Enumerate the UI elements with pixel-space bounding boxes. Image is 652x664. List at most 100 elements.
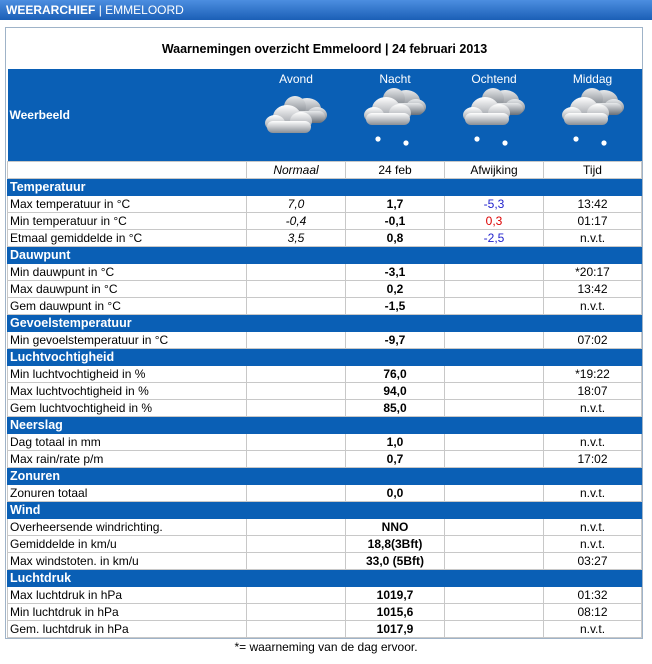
row-label: Gem. luchtdruk in hPa <box>7 620 247 638</box>
row-label: Max temperatuur in °C <box>7 195 247 213</box>
header-bar: WEERARCHIEF | EMMELOORD <box>0 0 652 20</box>
data-row: Min gevoelstemperatuur in °C -9,7 07:02 <box>7 331 642 349</box>
deviation-value: -5,3 <box>444 195 544 213</box>
deviation-value <box>444 331 544 349</box>
time-value: n.v.t. <box>543 297 642 315</box>
time-value: n.v.t. <box>543 518 642 536</box>
time-value: *19:22 <box>543 365 642 383</box>
data-row: Overheersende windrichting. NNO n.v.t. <box>7 518 642 536</box>
period-name: Avond <box>279 72 313 86</box>
data-row: Min dauwpunt in °C -3,1 *20:17 <box>7 263 642 281</box>
data-row: Zonuren totaal 0,0 n.v.t. <box>7 484 642 502</box>
section-title: Luchtvochtigheid <box>7 348 642 366</box>
normal-value <box>246 280 346 298</box>
data-row: Gem luchtvochtigheid in % 85,0 n.v.t. <box>7 399 642 417</box>
period-cell: Nacht <box>345 69 445 162</box>
data-row: Gemiddelde in km/u 18,8(3Bft) n.v.t. <box>7 535 642 553</box>
time-value: 07:02 <box>543 331 642 349</box>
period-cell: Avond <box>246 69 346 162</box>
data-row: Min temperatuur in °C -0,4 -0,1 0,3 01:17 <box>7 212 642 230</box>
day-value: 33,0 (5Bft) <box>345 552 445 570</box>
normal-value <box>246 263 346 281</box>
deviation-value: -2,5 <box>444 229 544 247</box>
deviation-value <box>444 552 544 570</box>
day-value: 76,0 <box>345 365 445 383</box>
normal-value <box>246 603 346 621</box>
row-label: Overheersende windrichting. <box>7 518 247 536</box>
normal-value: 3,5 <box>246 229 346 247</box>
weather-icon <box>561 88 624 146</box>
period-cell: Ochtend <box>444 69 544 162</box>
normal-value <box>246 399 346 417</box>
weather-icon <box>265 96 327 133</box>
row-label: Gemiddelde in km/u <box>7 535 247 553</box>
row-label: Min temperatuur in °C <box>7 212 247 230</box>
deviation-value <box>444 365 544 383</box>
column-header: Afwijking <box>444 161 544 179</box>
data-row: Max dauwpunt in °C 0,2 13:42 <box>7 280 642 298</box>
weerbeeld-row: Weerbeeld Avond Nacht Ochtend Middag <box>7 69 642 162</box>
section-row: Dauwpunt <box>7 246 642 264</box>
data-row: Max luchtvochtigheid in % 94,0 18:07 <box>7 382 642 400</box>
day-value: 0,8 <box>345 229 445 247</box>
deviation-value <box>444 450 544 468</box>
column-header: 24 feb <box>345 161 445 179</box>
period-name: Middag <box>572 72 613 86</box>
time-value: 03:27 <box>543 552 642 570</box>
deviation-value <box>444 297 544 315</box>
period-cell: Middag <box>543 69 642 162</box>
day-value: -9,7 <box>345 331 445 349</box>
normal-value <box>246 365 346 383</box>
time-value: n.v.t. <box>543 433 642 451</box>
time-value: n.v.t. <box>543 229 642 247</box>
section-title: Wind <box>7 501 642 519</box>
section-row: Neerslag <box>7 416 642 434</box>
row-label: Gem dauwpunt in °C <box>7 297 247 315</box>
data-row: Gem. luchtdruk in hPa 1017,9 n.v.t. <box>7 620 642 638</box>
row-label: Max luchtvochtigheid in % <box>7 382 247 400</box>
day-value: 1017,9 <box>345 620 445 638</box>
normal-value <box>246 433 346 451</box>
section-row: Gevoelstemperatuur <box>7 314 642 332</box>
normal-value <box>246 552 346 570</box>
footnote: *= waarneming van de dag ervoor. <box>234 640 418 654</box>
weather-icon <box>463 88 525 146</box>
data-row: Max temperatuur in °C 7,0 1,7 -5,3 13:42 <box>7 195 642 213</box>
day-value: 0,2 <box>345 280 445 298</box>
empty-cell <box>7 161 247 179</box>
day-value: -1,5 <box>345 297 445 315</box>
row-label: Min dauwpunt in °C <box>7 263 247 281</box>
section-title: Dauwpunt <box>7 246 642 264</box>
data-row: Etmaal gemiddelde in °C 3,5 0,8 -2,5 n.v.t. <box>7 229 642 247</box>
day-value: 1015,6 <box>345 603 445 621</box>
deviation-value <box>444 518 544 536</box>
content-box: Waarnemingen overzicht Emmeloord | 24 fe… <box>5 27 643 639</box>
title-row: Waarnemingen overzicht Emmeloord | 24 fe… <box>8 29 642 69</box>
data-row: Max rain/rate p/m 0,7 17:02 <box>7 450 642 468</box>
data-row: Gem dauwpunt in °C -1,5 n.v.t. <box>7 297 642 315</box>
deviation-value <box>444 433 544 451</box>
row-label: Zonuren totaal <box>7 484 247 502</box>
row-label: Dag totaal in mm <box>7 433 247 451</box>
normal-value <box>246 484 346 502</box>
section-title: Temperatuur <box>7 178 642 196</box>
normal-value: 7,0 <box>246 195 346 213</box>
normal-value <box>246 586 346 604</box>
day-value: 1,7 <box>345 195 445 213</box>
day-value: 0,7 <box>345 450 445 468</box>
deviation-value <box>444 603 544 621</box>
day-value: 85,0 <box>345 399 445 417</box>
row-label: Max rain/rate p/m <box>7 450 247 468</box>
period-name: Ochtend <box>471 72 517 86</box>
normal-value <box>246 535 346 553</box>
time-value: n.v.t. <box>543 620 642 638</box>
column-header-row: Normaal 24 feb Afwijking Tijd <box>7 161 642 179</box>
time-value: *20:17 <box>543 263 642 281</box>
row-label: Max luchtdruk in hPa <box>7 586 247 604</box>
data-row: Dag totaal in mm 1,0 n.v.t. <box>7 433 642 451</box>
deviation-value: 0,3 <box>444 212 544 230</box>
row-label: Max windstoten. in km/u <box>7 552 247 570</box>
time-value: n.v.t. <box>543 399 642 417</box>
row-label: Etmaal gemiddelde in °C <box>7 229 247 247</box>
deviation-value <box>444 535 544 553</box>
